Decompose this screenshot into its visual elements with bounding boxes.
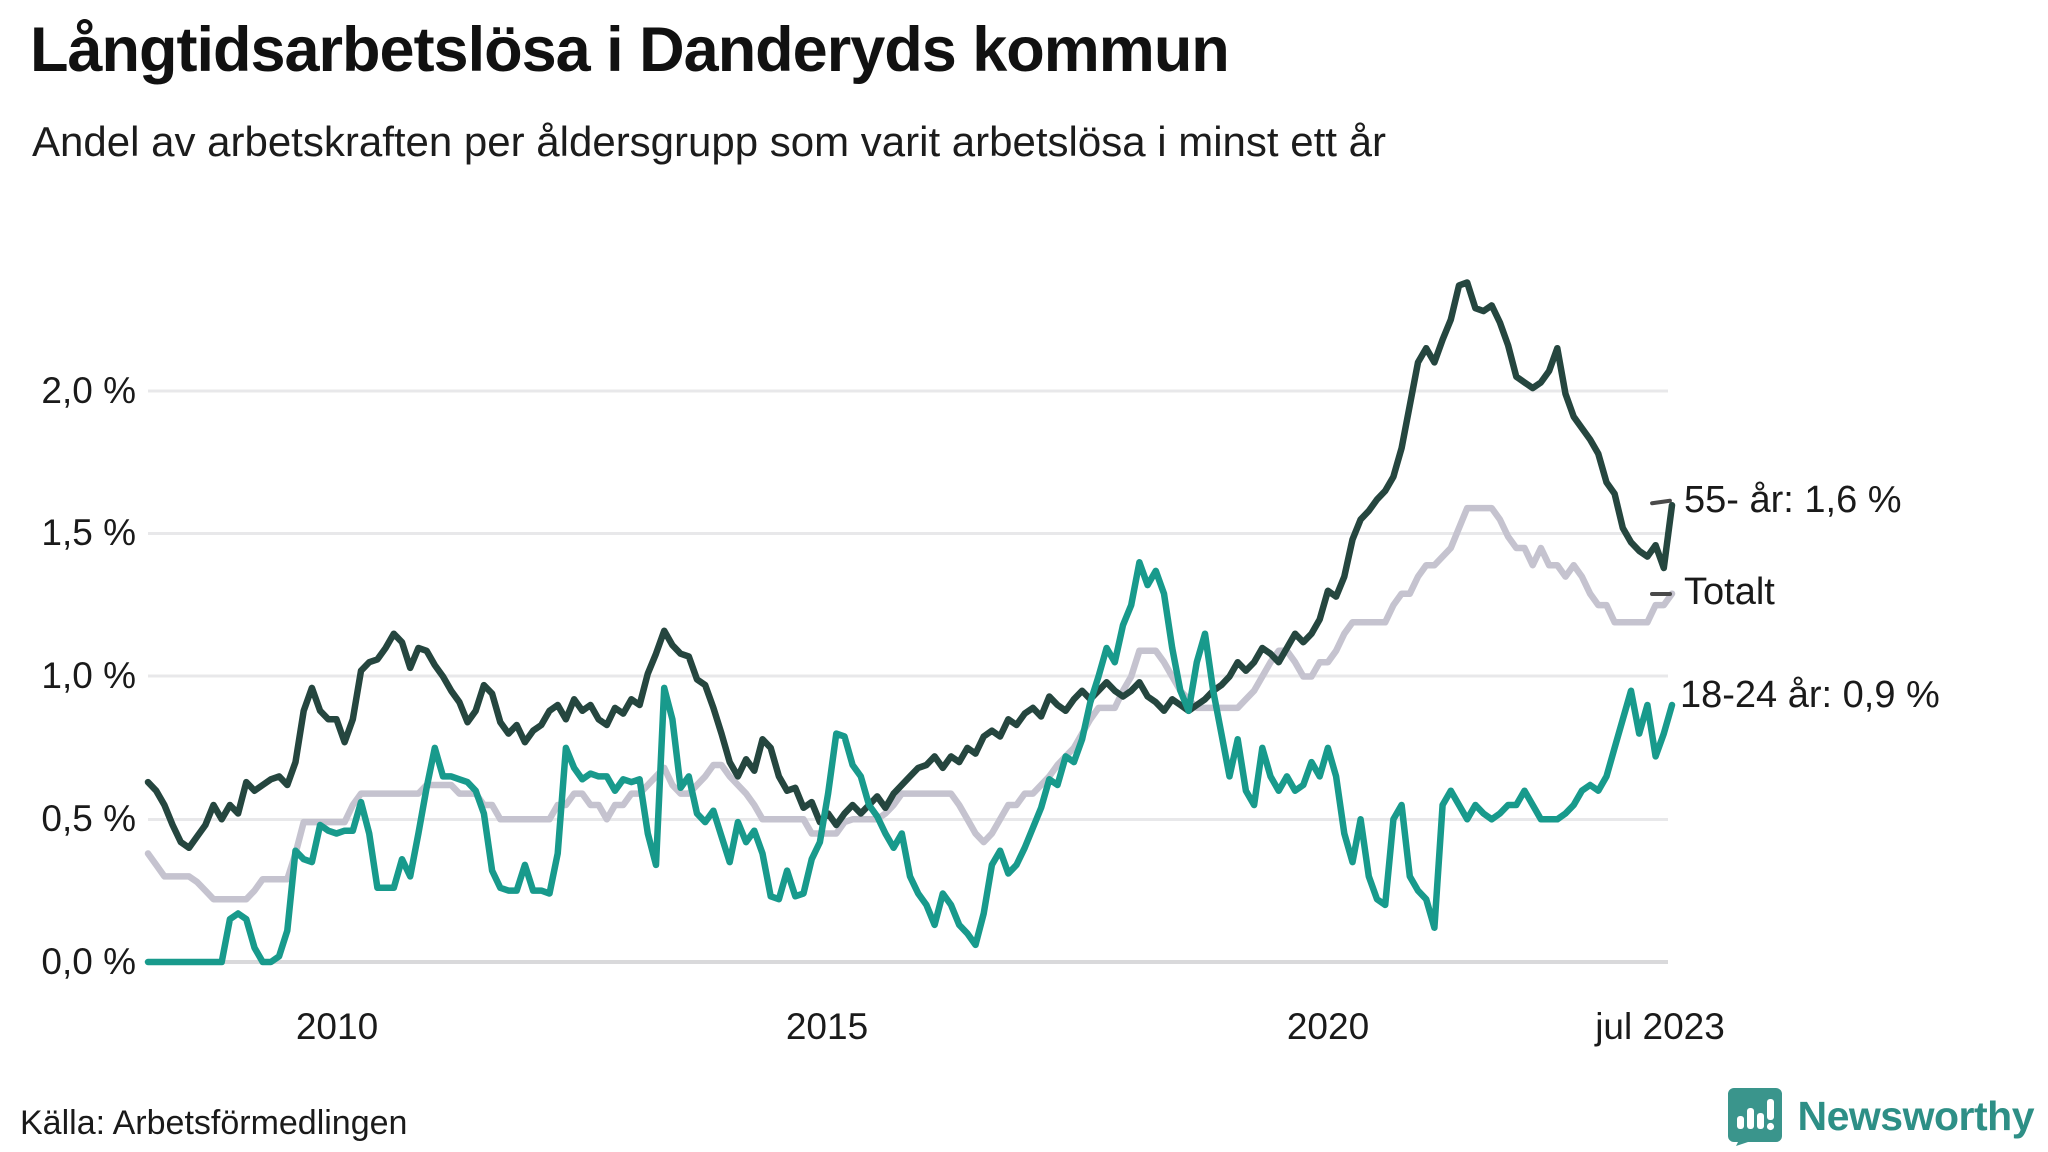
line-totalt bbox=[144, 504, 1676, 903]
x-tick-2020: 2020 bbox=[1286, 1006, 1370, 1047]
line-55-ar bbox=[144, 279, 1676, 852]
series-label-totalt: Totalt bbox=[1684, 571, 1775, 613]
newsworthy-logo: Newsworthy bbox=[1726, 1086, 2035, 1146]
y-tick-1-5: 1,5 % bbox=[41, 512, 136, 553]
y-tick-2-0: 2,0 % bbox=[41, 370, 136, 411]
newsworthy-logo-text: Newsworthy bbox=[1797, 1092, 2035, 1139]
x-tick-2015: 2015 bbox=[785, 1006, 869, 1047]
gridlines bbox=[148, 389, 1668, 964]
newsworthy-speech-bubble-bar-chart-icon bbox=[1727, 1088, 1782, 1146]
line-18-24-ar bbox=[144, 559, 1676, 966]
x-tick-jul-2023: jul 2023 bbox=[1595, 1006, 1725, 1047]
y-tick-0-5: 0,5 % bbox=[41, 798, 136, 839]
y-tick-1-0: 1,0 % bbox=[41, 655, 136, 696]
series-label-55-ar: 55- år: 1,6 % bbox=[1684, 479, 1902, 521]
source-note: Källa: Arbetsförmedlingen bbox=[20, 1104, 408, 1142]
page-title: Långtidsarbetslösa i Danderyds kommun bbox=[30, 15, 1230, 85]
label-dash-totalt bbox=[1650, 592, 1672, 596]
series-label-18-24-ar: 18-24 år: 0,9 % bbox=[1680, 674, 1940, 716]
page-subtitle: Andel av arbetskraften per åldersgrupp s… bbox=[32, 118, 1386, 165]
y-tick-0-0: 0,0 % bbox=[41, 941, 136, 982]
x-tick-2010: 2010 bbox=[295, 1006, 379, 1047]
